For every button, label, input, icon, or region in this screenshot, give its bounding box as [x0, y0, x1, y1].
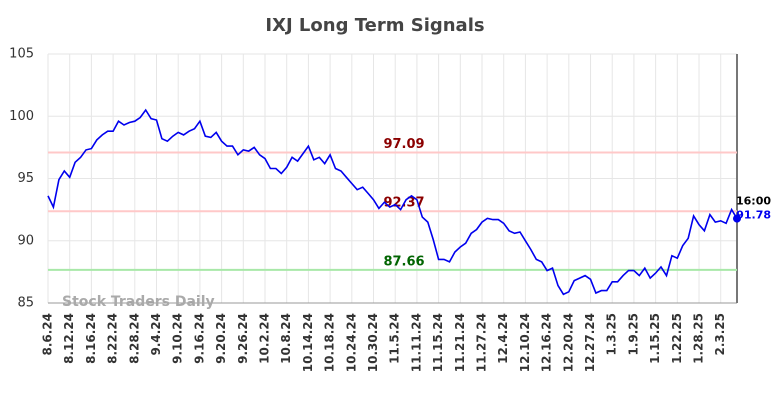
- x-tick-label: 9.10.24: [171, 313, 185, 364]
- x-tick-label: 11.11.24: [409, 313, 423, 372]
- y-tick-label: 95: [17, 171, 34, 186]
- x-tick-label: 8.12.24: [62, 313, 76, 364]
- x-tick-label: 9.16.24: [192, 313, 206, 364]
- reference-label: 87.66: [383, 254, 424, 269]
- y-tick-label: 90: [17, 233, 34, 248]
- x-tick-label: 12.27.24: [583, 313, 597, 372]
- x-tick-label: 8.6.24: [41, 313, 55, 356]
- last-point: [733, 214, 741, 223]
- x-tick-label: 1.22.25: [670, 313, 684, 364]
- x-tick-label: 9.4.24: [149, 313, 163, 356]
- x-tick-label: 8.22.24: [106, 313, 120, 364]
- x-tick-label: 10.24.24: [344, 313, 358, 372]
- x-tick-label: 1.28.25: [692, 313, 706, 364]
- x-tick-label: 11.21.24: [453, 313, 467, 372]
- x-tick-label: 10.2.24: [258, 313, 272, 364]
- last-time: 16:00: [736, 195, 771, 208]
- chart-title: IXJ Long Term Signals: [265, 15, 484, 36]
- x-tick-label: 12.10.24: [518, 313, 532, 372]
- watermark: Stock Traders Daily: [62, 294, 215, 310]
- x-tick-label: 10.18.24: [323, 313, 337, 372]
- last-value: 91.78: [736, 209, 771, 222]
- x-tick-label: 1.15.25: [648, 313, 662, 364]
- x-tick-label: 8.16.24: [84, 313, 98, 364]
- x-tick-label: 11.5.24: [388, 313, 402, 364]
- x-tick-label: 9.20.24: [214, 313, 228, 364]
- x-tick-label: 11.27.24: [475, 313, 489, 372]
- y-tick-label: 85: [17, 296, 34, 311]
- x-tick-label: 9.26.24: [236, 313, 250, 364]
- x-tick-label: 10.30.24: [366, 313, 380, 372]
- x-tick-label: 12.4.24: [496, 313, 510, 364]
- x-tick-label: 8.28.24: [127, 313, 141, 364]
- price-line: [47, 108, 738, 296]
- x-tick-label: 12.20.24: [561, 313, 575, 372]
- reference-label: 97.09: [383, 137, 424, 152]
- x-tick-label: 10.8.24: [279, 313, 293, 364]
- y-tick-label: 100: [9, 109, 34, 124]
- x-tick-label: 2.3.25: [713, 313, 727, 356]
- x-tick-label: 12.16.24: [540, 313, 554, 372]
- x-tick-label: 1.9.25: [626, 313, 640, 356]
- x-tick-label: 11.15.24: [431, 313, 445, 372]
- y-tick-label: 105: [9, 47, 34, 62]
- x-tick-label: 10.14.24: [301, 313, 315, 372]
- x-tick-label: 1.3.25: [605, 313, 619, 356]
